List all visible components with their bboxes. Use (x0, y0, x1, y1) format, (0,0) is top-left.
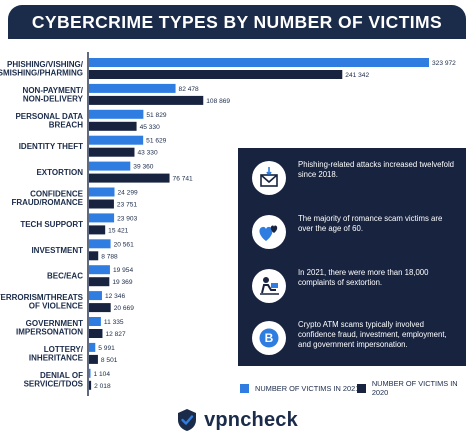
category-label: TECH SUPPORT (20, 220, 83, 229)
bar-2020 (89, 251, 99, 261)
legend-label: NUMBER OF VICTIMS IN 2021 (255, 383, 360, 393)
bar-2020 (89, 354, 98, 364)
value-label: 11 335 (104, 319, 124, 326)
value-label: 241 342 (345, 72, 369, 79)
bar-chart: PHISHING/VISHING/SMISHING/PHARMING 323 97… (0, 52, 456, 396)
legend-swatch (240, 383, 249, 393)
fact-romance: The majority of romance scam victims are… (238, 212, 466, 260)
value-label: 45 330 (140, 124, 161, 131)
category-label: NON-PAYMENT/ (23, 86, 84, 95)
bar-2020 (89, 380, 92, 390)
value-label: 1 104 (94, 371, 111, 378)
fact-text: Crypto ATM scams typically involved conf… (298, 320, 447, 349)
fact-crypto: B Crypto ATM scams typically involved co… (238, 318, 466, 366)
bar-2020 (89, 70, 343, 79)
bar-2021 (89, 109, 144, 119)
value-label: 323 972 (432, 60, 456, 67)
category-label: DENIAL OF (40, 371, 83, 380)
brand-name: vpncheck (204, 408, 298, 431)
bar-2021 (89, 368, 91, 378)
category-label: TERRORISM/THREATS (0, 293, 84, 302)
brand-footer: vpncheck (0, 403, 474, 437)
category-label: IDENTITY THEFT (19, 142, 83, 151)
value-label: 12 827 (105, 331, 126, 338)
legend-swatch (357, 383, 366, 393)
category-label: LOTTERY/ (44, 345, 84, 354)
bar-2021 (89, 213, 115, 223)
category-label: FRAUD/ROMANCE (11, 198, 83, 207)
bar-2021 (89, 239, 111, 249)
bar-2020 (89, 173, 170, 183)
fact-text: The majority of romance scam victims are… (298, 214, 443, 233)
value-label: 23 751 (117, 202, 138, 209)
value-label: 8 501 (101, 357, 118, 364)
bar-2021 (89, 265, 110, 275)
value-label: 19 954 (113, 267, 134, 274)
chart-title: CYBERCRIME TYPES BY NUMBER OF VICTIMS (31, 11, 443, 32)
value-label: 19 369 (112, 279, 133, 286)
category-label: CONFIDENCE (30, 190, 84, 199)
value-label: 51 829 (146, 112, 167, 119)
value-label: 8 788 (101, 253, 118, 260)
value-label: 2 018 (94, 383, 111, 390)
legend-label: NUMBER OF VICTIMS IN 2020 (371, 379, 458, 397)
category-label: NON-DELIVERY (23, 95, 84, 104)
value-label: 82 478 (179, 86, 200, 93)
category-label: BREACH (49, 120, 83, 129)
category-label: PHISHING/VISHING/ (7, 60, 84, 69)
category-label: OF VIOLENCE (29, 302, 84, 311)
value-label: 43 330 (137, 150, 158, 157)
bar-2021 (89, 342, 96, 352)
legend-item-2021: NUMBER OF VICTIMS IN 2021 (240, 382, 359, 394)
fact-sextortion: In 2021, there were more than 18,000 com… (238, 266, 466, 314)
bar-2020 (89, 329, 103, 338)
check-shield-icon (178, 409, 197, 431)
bar-2021 (89, 291, 102, 301)
bar-2020 (89, 225, 106, 235)
facts-panel: Phishing-related attacks increased twelv… (238, 148, 466, 366)
fact-text: Phishing-related attacks increased twelv… (298, 160, 455, 179)
value-label: 24 299 (118, 190, 139, 197)
value-label: 108 869 (206, 98, 230, 105)
legend-item-2020: NUMBER OF VICTIMS IN 2020 (357, 379, 474, 397)
category-label: EXTORTION (36, 168, 83, 177)
bar-2020 (89, 277, 110, 287)
value-label: 23 903 (117, 215, 138, 222)
bar-2021 (89, 58, 429, 67)
person-laptop-icon (260, 277, 279, 295)
category-label: SMISHING/PHARMING (0, 69, 83, 78)
category-label: GOVERNMENT (26, 319, 83, 328)
category-label: BEC/EAC (47, 272, 83, 281)
value-label: 51 629 (146, 138, 167, 145)
bar-2021 (89, 161, 131, 171)
category-label: SERVICE/TDOS (24, 379, 84, 388)
bar-2020 (89, 303, 111, 313)
bar-2021 (89, 83, 176, 93)
category-label: PERSONAL DATA (15, 112, 83, 121)
bar-2020 (89, 121, 137, 131)
value-label: 5 991 (98, 345, 115, 352)
bar-2020 (89, 199, 114, 209)
value-label: 20 669 (114, 305, 135, 312)
bar-2020 (89, 147, 135, 157)
value-label: 39 360 (133, 164, 154, 171)
value-label: 12 346 (105, 293, 126, 300)
hearts-icon (259, 225, 278, 241)
value-label: 15 421 (108, 227, 129, 234)
bitcoin-icon: B (259, 328, 279, 348)
value-label: 76 741 (173, 176, 194, 183)
bar-2020 (89, 95, 204, 105)
category-label: INVESTMENT (31, 246, 83, 255)
svg-text:B: B (265, 331, 274, 345)
fact-text: In 2021, there were more than 18,000 com… (298, 268, 429, 287)
fact-phishing: Phishing-related attacks increased twelv… (238, 158, 466, 206)
chart-title-banner: CYBERCRIME TYPES BY NUMBER OF VICTIMS (8, 5, 466, 39)
category-label: INHERITANCE (29, 354, 84, 363)
category-label: IMPERSONATION (16, 328, 83, 337)
value-label: 20 561 (114, 241, 135, 248)
bar-2021 (89, 187, 115, 197)
envelope-hook-icon (260, 167, 278, 187)
bar-2021 (89, 317, 101, 326)
bar-2021 (89, 135, 144, 145)
